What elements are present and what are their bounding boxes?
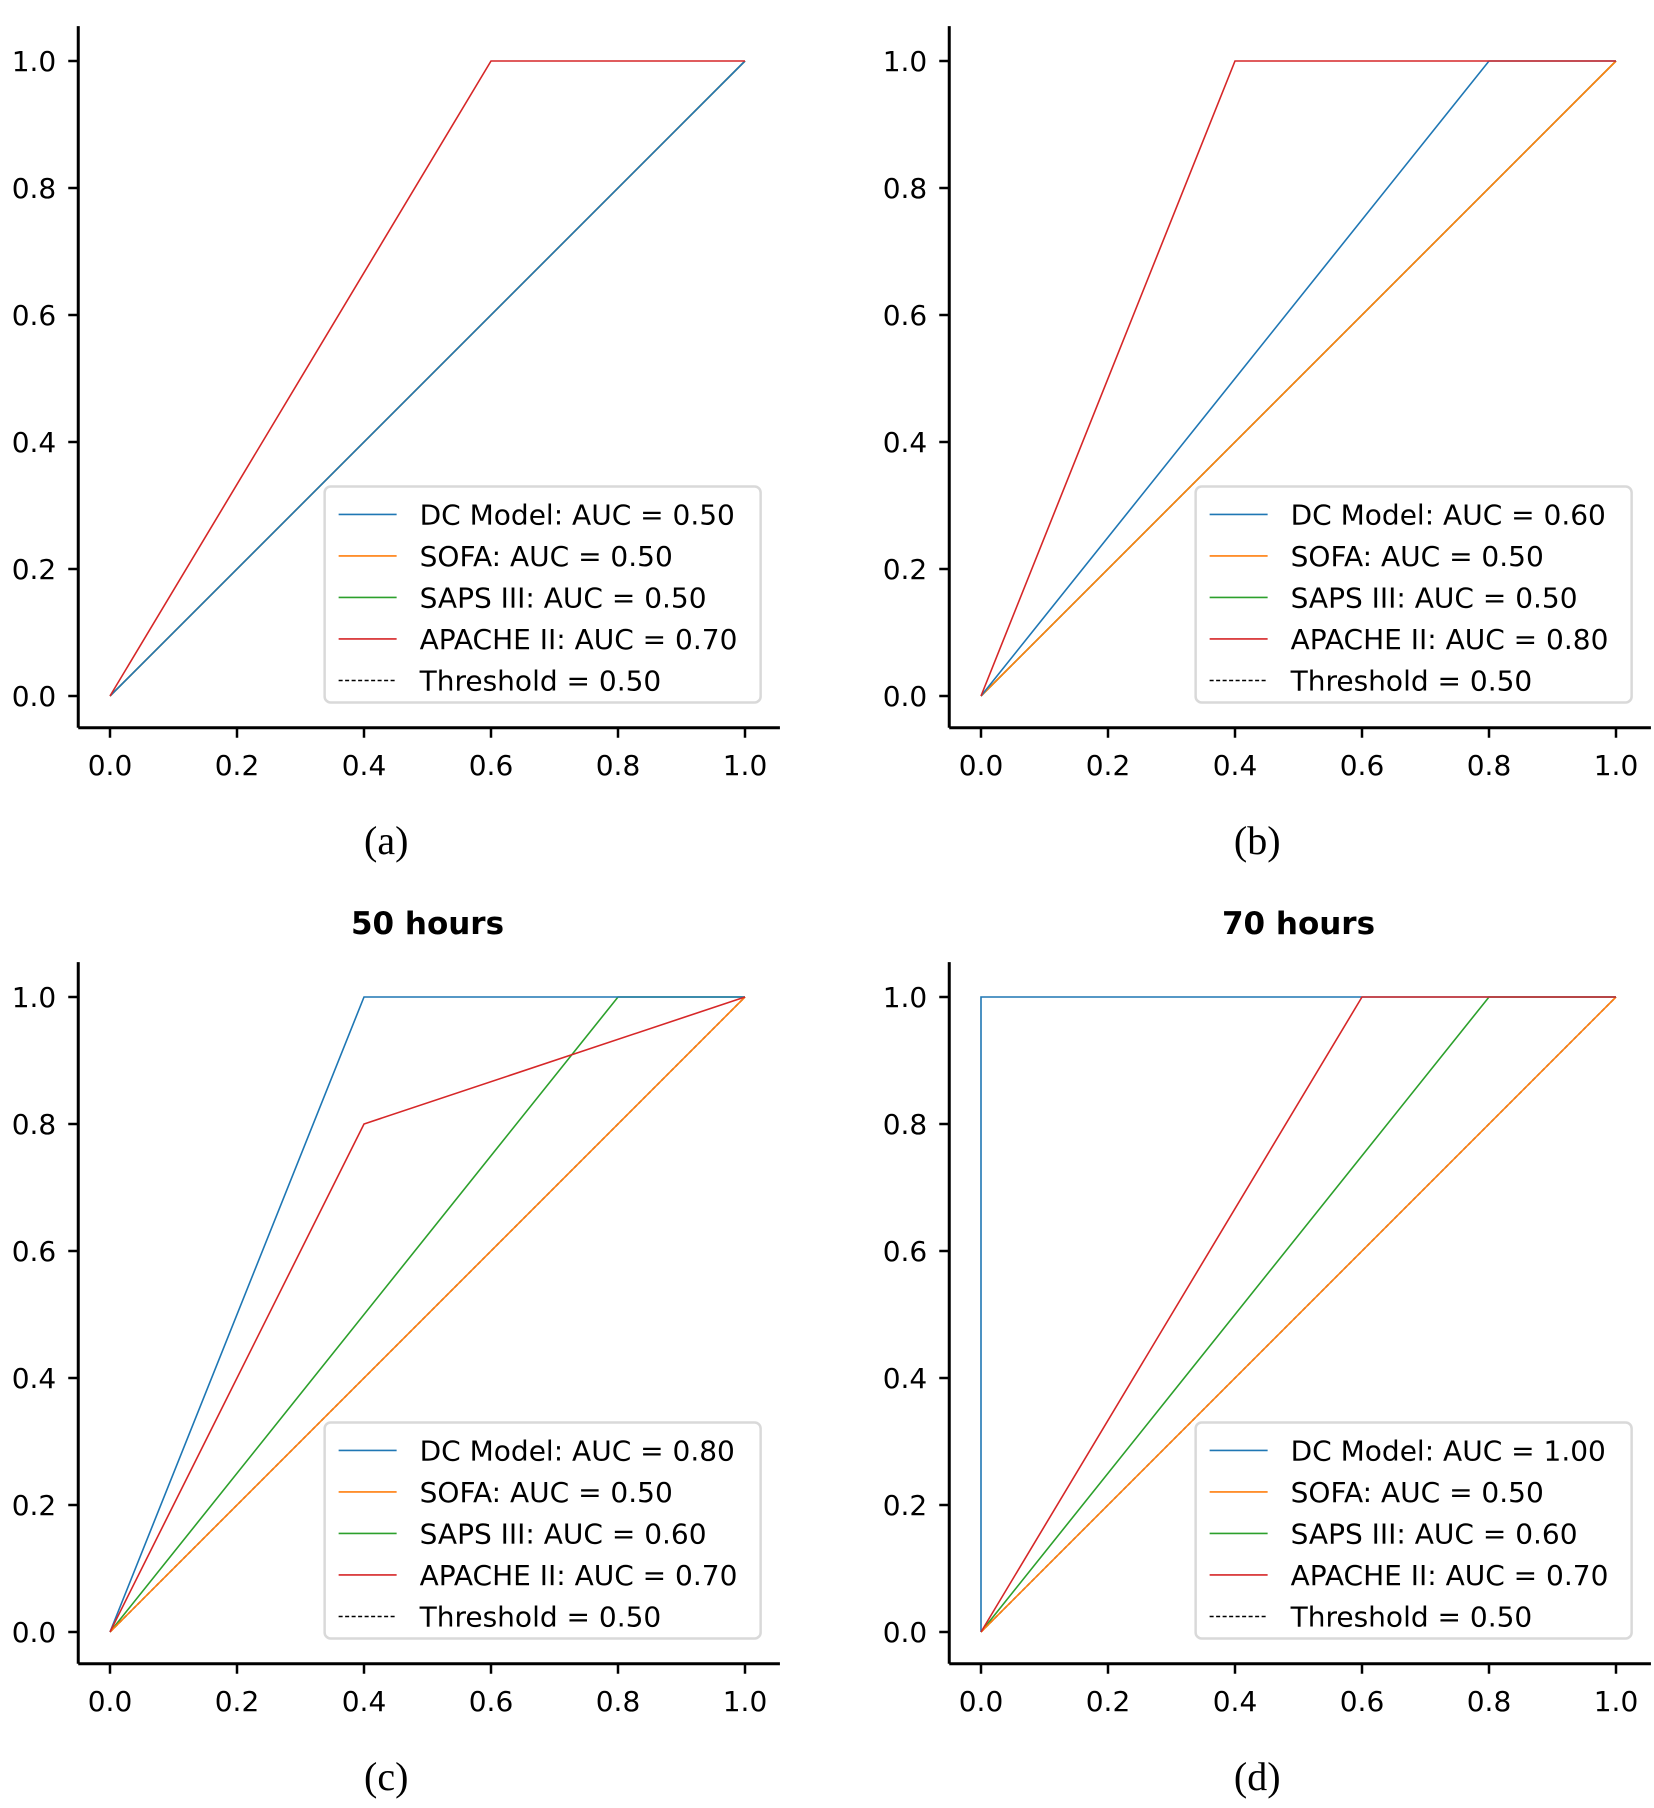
y-tick-label: 0.8 [883, 1108, 928, 1141]
y-tick-label: 1.0 [883, 981, 928, 1014]
x-tick-label: 0.2 [215, 749, 260, 782]
x-tick-label: 0.0 [959, 1685, 1004, 1718]
x-tick-label: 1.0 [723, 749, 768, 782]
x-tick-label: 1.0 [1594, 749, 1639, 782]
y-tick-label: 0.4 [12, 426, 57, 459]
x-tick-label: 0.8 [1467, 1685, 1512, 1718]
y-tick-label: 0.4 [12, 1362, 57, 1395]
legend-label: DC Model: AUC = 0.60 [1291, 498, 1606, 531]
y-tick-label: 1.0 [883, 45, 928, 78]
legend-label: SAPS III: AUC = 0.60 [1291, 1517, 1578, 1550]
x-tick-label: 0.8 [596, 749, 641, 782]
y-tick-label: 0.0 [12, 680, 57, 713]
y-tick-label: 0.2 [883, 1489, 928, 1522]
chart-title: 25 hours [1222, 0, 1375, 6]
panel-caption: (c) [364, 1754, 408, 1799]
series-line-sofa [109, 996, 746, 1633]
series-line-apache-ii [980, 996, 1616, 1633]
y-tick-label: 0.2 [883, 553, 928, 586]
x-tick-label: 0.6 [1340, 749, 1385, 782]
series-line-sofa [980, 996, 1617, 1633]
legend-label: DC Model: AUC = 0.50 [420, 498, 735, 531]
legend-label: SOFA: AUC = 0.50 [1291, 1476, 1544, 1509]
series-line-apache-ii [980, 60, 1616, 697]
legend: DC Model: AUC = 0.80 SOFA: AUC = 0.50 SAPS… [323, 1421, 762, 1640]
x-tick-label: 1.0 [1594, 1685, 1639, 1718]
legend-box [323, 485, 762, 704]
x-tick-label: 0.0 [959, 749, 1004, 782]
chart-panel: 0.0 0.2 0.4 0.6 0.8 1.0 0.0 0.2 0.4 0.6 0.8 1.0 70 h… [883, 906, 1651, 1799]
legend-label: SAPS III: AUC = 0.60 [420, 1517, 707, 1550]
series-line-dc-model [109, 60, 746, 697]
legend-box [1194, 1421, 1633, 1640]
legend-box [323, 1421, 762, 1640]
series-line-apache-ii [109, 996, 746, 1633]
x-tick-label: 0.4 [342, 749, 387, 782]
y-tick-label: 0.8 [12, 1108, 57, 1141]
y-tick-label: 0.2 [12, 1489, 57, 1522]
legend-label: SOFA: AUC = 0.50 [420, 540, 673, 573]
y-tick-label: 0.2 [12, 553, 57, 586]
x-tick-label: 0.4 [342, 1685, 387, 1718]
series-line-sofa [980, 60, 1617, 697]
x-tick-label: 0.0 [88, 1685, 133, 1718]
legend-label: APACHE II: AUC = 0.70 [420, 1559, 738, 1592]
panel-caption: (d) [1234, 1754, 1281, 1799]
series-line-apache-ii [109, 60, 745, 697]
x-tick-label: 0.6 [469, 749, 514, 782]
panel-caption: (a) [364, 818, 408, 863]
legend-label: Threshold = 0.50 [1290, 664, 1533, 697]
x-tick-label: 0.4 [1213, 1685, 1258, 1718]
y-tick-label: 0.0 [883, 680, 928, 713]
y-tick-label: 0.8 [12, 172, 57, 205]
legend-box [1194, 485, 1633, 704]
y-tick-label: 0.4 [883, 1362, 928, 1395]
x-tick-label: 0.8 [596, 1685, 641, 1718]
chart-panel: 0.0 0.2 0.4 0.6 0.8 1.0 0.0 0.2 0.4 0.6 0.8 1.0 25 h… [883, 0, 1651, 863]
legend-label: SAPS III: AUC = 0.50 [1291, 581, 1578, 614]
x-tick-label: 0.6 [1340, 1685, 1385, 1718]
y-tick-label: 0.8 [883, 172, 928, 205]
legend-label: APACHE II: AUC = 0.80 [1291, 623, 1609, 656]
y-tick-label: 0.6 [883, 299, 928, 332]
y-tick-label: 0.6 [12, 299, 57, 332]
y-tick-label: 0.6 [883, 1235, 928, 1268]
legend-label: SAPS III: AUC = 0.50 [420, 581, 707, 614]
legend-label: Threshold = 0.50 [419, 664, 662, 697]
chart-title: 1 hours [362, 0, 494, 6]
panel-caption: (b) [1234, 818, 1281, 863]
y-tick-label: 1.0 [12, 981, 57, 1014]
x-tick-label: 1.0 [723, 1685, 768, 1718]
series-line-dc-model [109, 996, 745, 1633]
legend: DC Model: AUC = 0.50 SOFA: AUC = 0.50 SAPS… [323, 485, 762, 704]
legend-label: Threshold = 0.50 [1290, 1600, 1533, 1633]
legend-label: APACHE II: AUC = 0.70 [420, 623, 738, 656]
chart-title: 50 hours [351, 906, 504, 942]
x-tick-label: 0.4 [1213, 749, 1258, 782]
chart-panel: 0.0 0.2 0.4 0.6 0.8 1.0 0.0 0.2 0.4 0.6 0.8 1.0 50 h… [12, 906, 780, 1799]
legend-label: DC Model: AUC = 1.00 [1291, 1434, 1606, 1467]
legend-label: DC Model: AUC = 0.80 [420, 1434, 735, 1467]
chart-panel: 0.0 0.2 0.4 0.6 0.8 1.0 0.0 0.2 0.4 0.6 0.8 1.0 1 ho… [12, 0, 780, 863]
y-tick-label: 0.0 [12, 1616, 57, 1649]
chart-title: 70 hours [1222, 906, 1375, 942]
legend-label: SOFA: AUC = 0.50 [420, 1476, 673, 1509]
legend-label: APACHE II: AUC = 0.70 [1291, 1559, 1609, 1592]
y-tick-label: 0.0 [883, 1616, 928, 1649]
x-tick-label: 0.8 [1467, 749, 1512, 782]
x-tick-label: 0.2 [215, 1685, 260, 1718]
legend-label: SOFA: AUC = 0.50 [1291, 540, 1544, 573]
x-tick-label: 0.0 [88, 749, 133, 782]
x-tick-label: 0.6 [469, 1685, 514, 1718]
x-tick-label: 0.2 [1086, 1685, 1131, 1718]
legend: DC Model: AUC = 0.60 SOFA: AUC = 0.50 SAPS… [1194, 485, 1633, 704]
y-tick-label: 1.0 [12, 45, 57, 78]
x-tick-label: 0.2 [1086, 749, 1131, 782]
y-tick-label: 0.6 [12, 1235, 57, 1268]
legend: DC Model: AUC = 1.00 SOFA: AUC = 0.50 SAPS… [1194, 1421, 1633, 1640]
legend-label: Threshold = 0.50 [419, 1600, 662, 1633]
y-tick-label: 0.4 [883, 426, 928, 459]
